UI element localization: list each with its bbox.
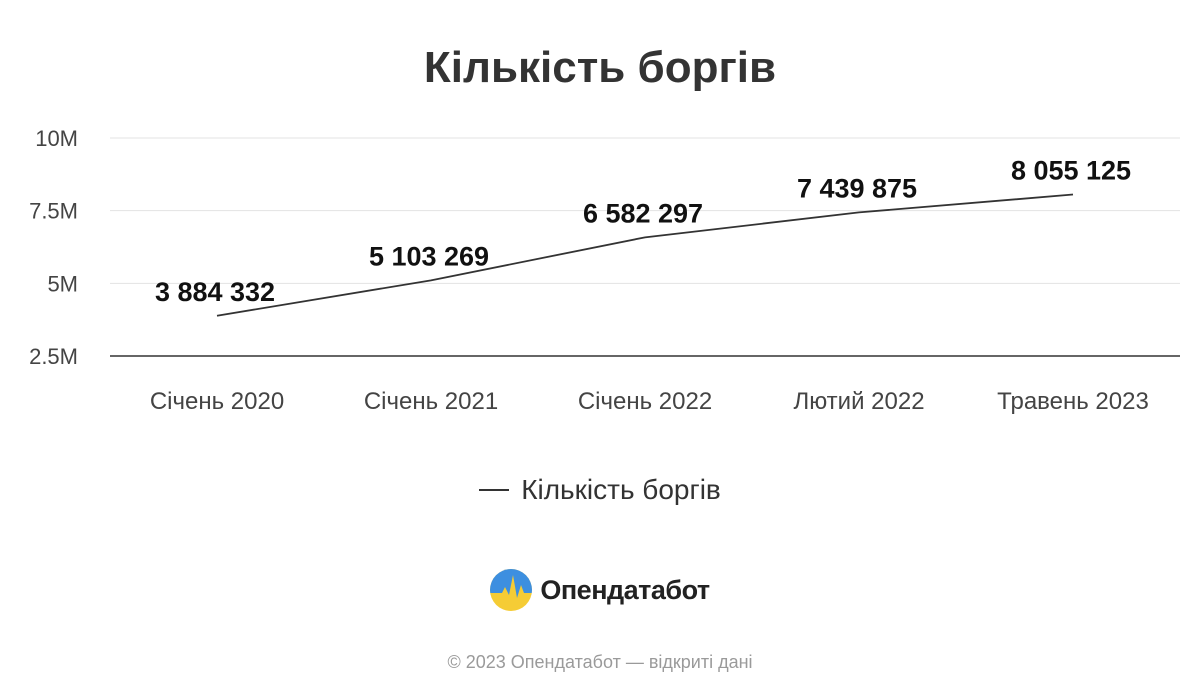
logo-wordmark: Опендатабот: [540, 574, 710, 605]
y-tick-label: 7.5M: [29, 199, 78, 224]
data-label: 3 884 332: [155, 277, 275, 307]
legend-label: Кількість боргів: [521, 474, 721, 505]
legend-line-swatch: [479, 489, 510, 491]
opendatabot-logo: Опендатабот: [0, 569, 1200, 611]
y-tick-label: 10M: [35, 126, 78, 151]
chart-title: Кількість боргів: [423, 43, 777, 92]
x-tick-label: Січень 2022: [578, 388, 712, 415]
x-tick-label: Травень 2023: [997, 388, 1149, 415]
opendatabot-logo-icon: [490, 569, 533, 611]
y-tick-label: 2.5M: [29, 344, 78, 369]
data-label: 5 103 269: [369, 241, 489, 271]
data-label: 7 439 875: [797, 173, 917, 203]
x-tick-label: Лютий 2022: [793, 388, 924, 415]
series-line: [216, 193, 1074, 317]
chart-legend: Кількість боргів: [0, 474, 1200, 506]
line-chart: 2.5M 5M 7.5M 10M Січень 2020 Січень 2021 Січен…: [29, 126, 1180, 415]
data-label: 8 055 125: [1011, 156, 1131, 186]
x-tick-label: Січень 2020: [150, 388, 284, 415]
x-tick-label: Січень 2021: [364, 388, 498, 415]
data-label: 6 582 297: [583, 198, 703, 228]
y-tick-label: 5M: [47, 271, 78, 296]
footer-copyright: © 2023 Опендатабот — відкриті дані: [447, 652, 753, 672]
